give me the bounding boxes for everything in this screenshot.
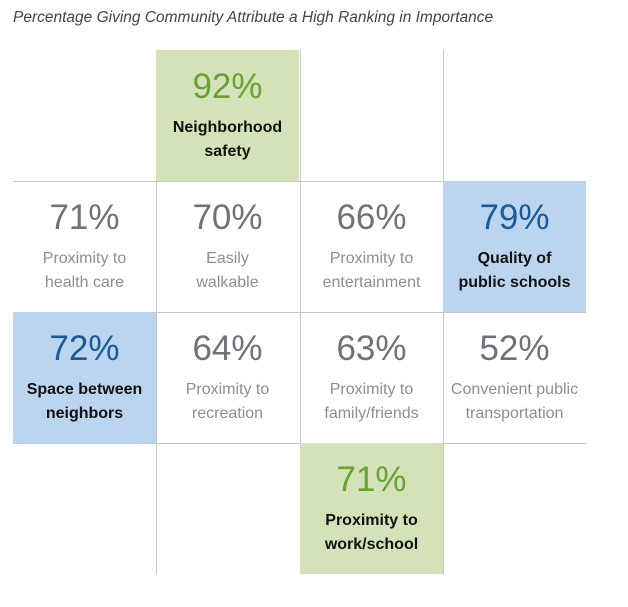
attribute-label: Proximity to family/friends xyxy=(324,381,419,422)
attribute-label: Proximity to entertainment xyxy=(322,250,421,291)
grid-line-v2 xyxy=(300,50,301,574)
attribute-percentage: 71% xyxy=(49,198,120,237)
attribute-percentage: 79% xyxy=(479,198,550,237)
attribute-label: Convenient public transportation xyxy=(450,381,579,422)
attribute-label: Neighborhood safety xyxy=(172,119,283,160)
attribute-percentage: 52% xyxy=(479,329,550,368)
chart-title: Percentage Giving Community Attribute a … xyxy=(13,9,494,26)
attribute-label: Proximity to health care xyxy=(42,250,127,291)
grid-line-h1 xyxy=(13,181,586,182)
attribute-label: Easily walkable xyxy=(196,250,259,291)
grid-line-h3 xyxy=(13,443,586,444)
attribute-cell: 52% Convenient public transportation xyxy=(443,312,586,443)
attribute-percentage: 63% xyxy=(336,329,407,368)
attribute-percentage: 72% xyxy=(49,329,120,368)
attribute-label: Proximity to work/school xyxy=(324,512,419,553)
attribute-cell: 71% Proximity to work/school xyxy=(300,443,443,574)
grid-line-v1 xyxy=(156,50,157,574)
attribute-label: Quality of public schools xyxy=(458,250,571,291)
grid-line-h2 xyxy=(13,312,586,313)
attribute-cell: 70% Easily walkable xyxy=(156,181,299,312)
attribute-label: Space between neighbors xyxy=(26,381,143,422)
attribute-cell: 72% Space between neighbors xyxy=(13,312,156,443)
attribute-cell: 64% Proximity to recreation xyxy=(156,312,299,443)
attribute-cell: 66% Proximity to entertainment xyxy=(300,181,443,312)
attribute-percentage: 71% xyxy=(336,460,407,499)
attribute-percentage: 64% xyxy=(192,329,263,368)
attribute-label: Proximity to recreation xyxy=(185,381,270,422)
attribute-cell: 71% Proximity to health care xyxy=(13,181,156,312)
attribute-cell: 92% Neighborhood safety xyxy=(156,50,299,181)
attribute-cell: 63% Proximity to family/friends xyxy=(300,312,443,443)
attribute-percentage: 92% xyxy=(192,67,263,106)
attribute-cell: 79% Quality of public schools xyxy=(443,181,586,312)
attribute-percentage: 66% xyxy=(336,198,407,237)
attribute-percentage: 70% xyxy=(192,198,263,237)
grid-line-v3 xyxy=(443,50,444,574)
